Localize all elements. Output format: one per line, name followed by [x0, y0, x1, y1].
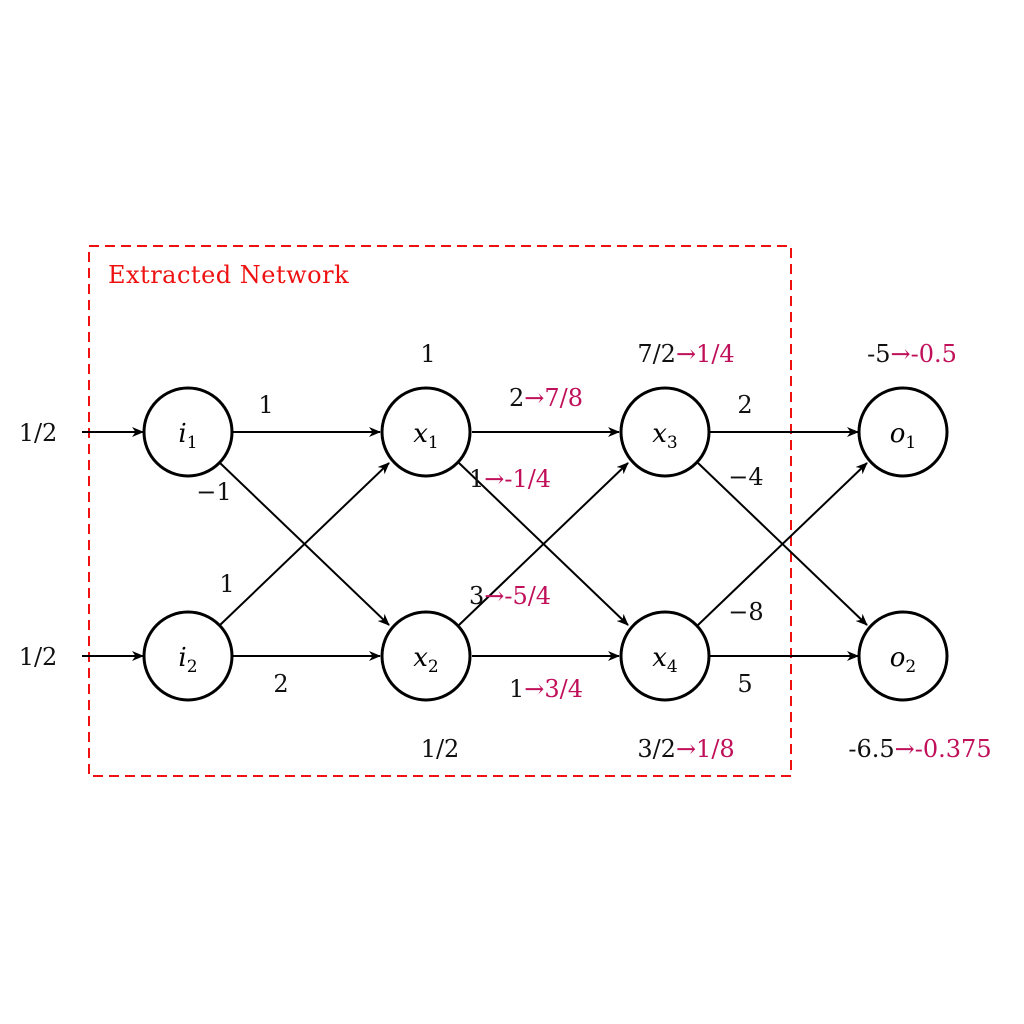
svg-text:x1: x1 — [413, 419, 439, 453]
node-o1: o1 — [857, 386, 949, 478]
extracted-network-frame — [88, 245, 792, 777]
weight-x4-o1: −8 — [728, 598, 763, 626]
input-value-i2: 1/2 — [19, 643, 58, 671]
node-value-o1: -5→-0.5 — [867, 340, 957, 368]
svg-text:x3: x3 — [652, 419, 678, 453]
node-value-o2: -6.5→-0.375 — [848, 735, 991, 763]
node-value-x3: 7/2→1/4 — [637, 340, 734, 368]
node-value-x2: 1/2 — [421, 735, 460, 763]
svg-text:o2: o2 — [890, 643, 916, 677]
node-x1: x1 — [380, 386, 472, 478]
frame-title: Extracted Network — [108, 261, 349, 289]
node-i2: i2 — [142, 610, 234, 702]
svg-text:i2: i2 — [178, 643, 197, 677]
node-value-x4: 3/2→1/8 — [637, 735, 734, 763]
svg-text:o1: o1 — [890, 419, 916, 453]
weight-i1-x2: −1 — [196, 478, 231, 506]
node-value-x1: 1 — [420, 340, 435, 368]
edge-i2-x1 — [219, 462, 390, 626]
node-i1: i1 — [142, 386, 234, 478]
weight-x2-x4: 1→3/4 — [509, 675, 583, 703]
node-x2: x2 — [380, 610, 472, 702]
weight-i2-x2: 2 — [273, 670, 288, 698]
svg-text:x2: x2 — [413, 643, 439, 677]
node-x4: x4 — [619, 610, 711, 702]
weight-x2-x3: 3→-5/4 — [469, 582, 551, 610]
edge-x2-x3 — [458, 462, 629, 626]
svg-text:x4: x4 — [652, 643, 678, 677]
weight-i2-x1: 1 — [219, 570, 234, 598]
weight-x3-o1: 2 — [737, 391, 752, 419]
node-x3: x3 — [619, 386, 711, 478]
weight-x4-o2: 5 — [737, 670, 752, 698]
weight-i1-x1: 1 — [258, 391, 273, 419]
node-o2: o2 — [857, 610, 949, 702]
input-value-i1: 1/2 — [19, 419, 58, 447]
svg-text:i1: i1 — [178, 419, 197, 453]
weight-x1-x3: 2→7/8 — [509, 384, 583, 412]
edge-x4-o1 — [697, 462, 868, 626]
weight-x1-x4: 1→-1/4 — [469, 465, 551, 493]
weight-x3-o2: −4 — [728, 463, 763, 491]
